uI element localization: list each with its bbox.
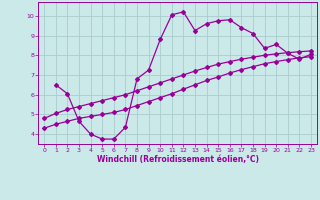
- X-axis label: Windchill (Refroidissement éolien,°C): Windchill (Refroidissement éolien,°C): [97, 155, 259, 164]
